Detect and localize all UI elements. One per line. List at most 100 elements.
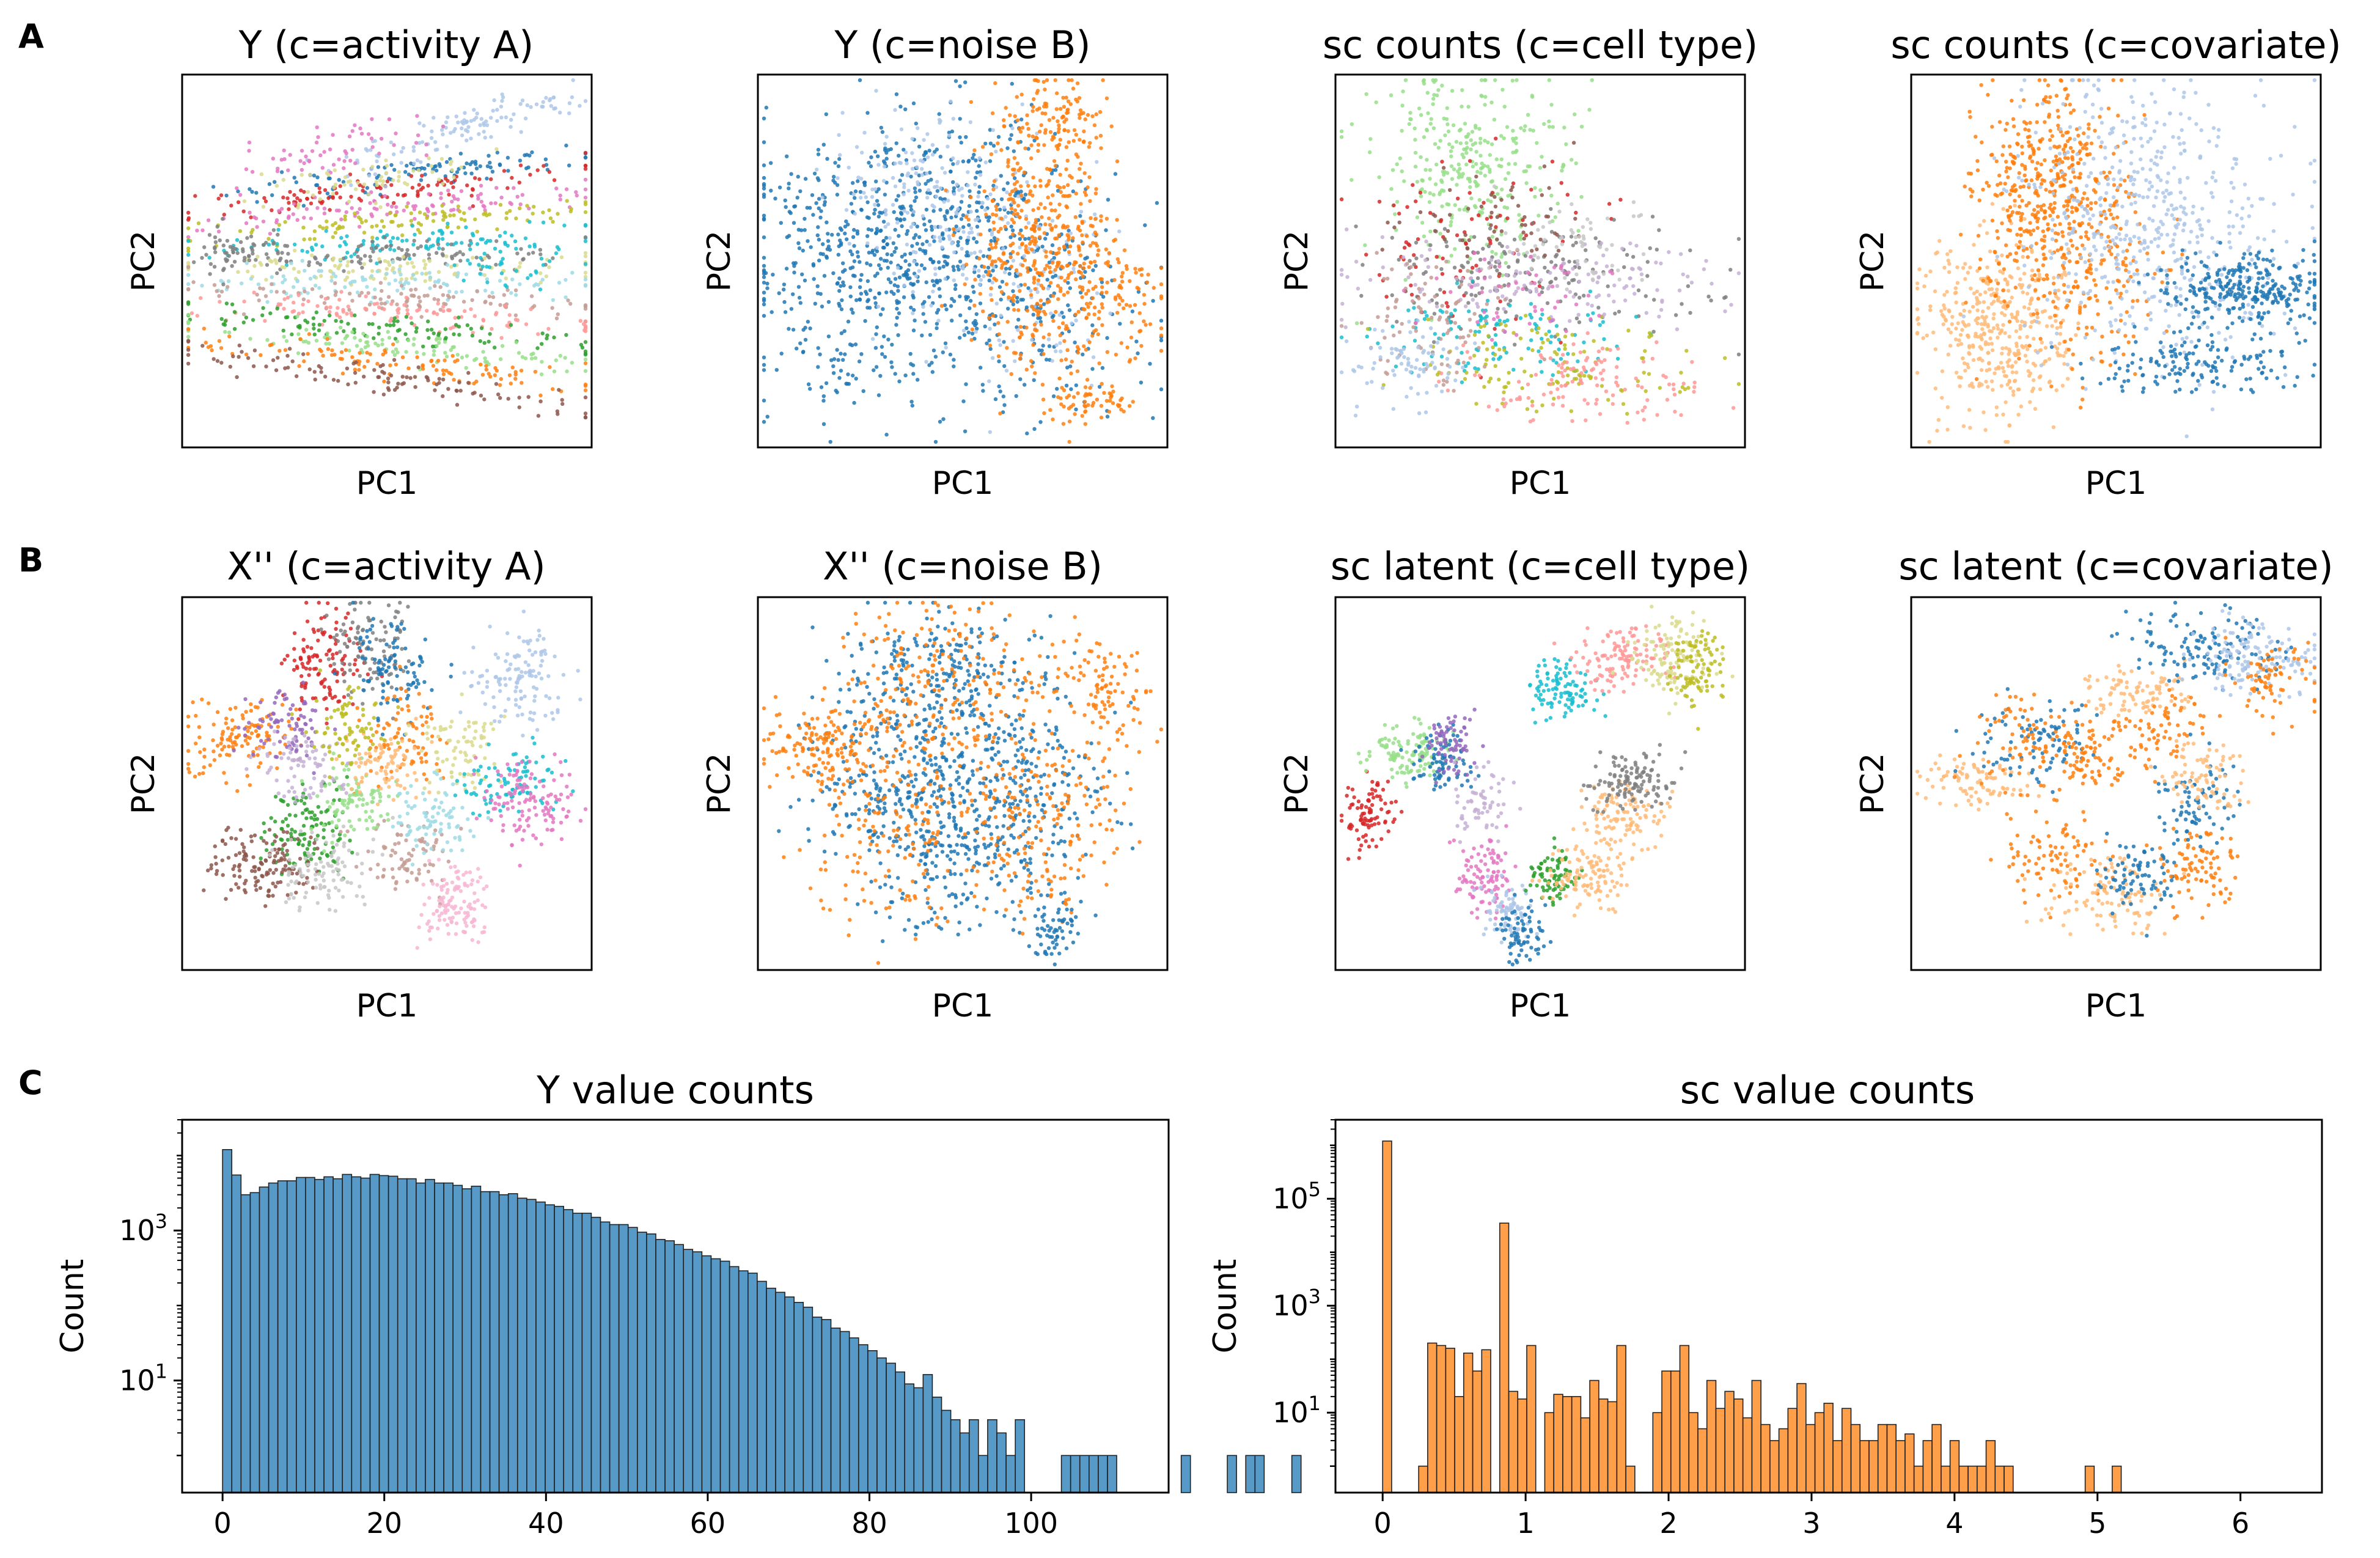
scatter-point	[1095, 291, 1100, 295]
scatter-point	[457, 380, 461, 384]
scatter-point	[1120, 298, 1125, 303]
scatter-point	[254, 191, 259, 195]
scatter-point	[252, 290, 256, 295]
scatter-point	[583, 411, 588, 416]
scatter-point	[938, 186, 942, 191]
scatter-point	[1097, 309, 1101, 314]
scatter-point	[583, 340, 588, 344]
scatter-point	[1440, 188, 1444, 193]
scatter-point	[1557, 347, 1561, 351]
scatter-point	[337, 298, 342, 302]
scatter-point	[457, 333, 461, 337]
scatter-point	[499, 336, 504, 340]
scatter-point	[346, 304, 350, 309]
scatter-point	[398, 257, 402, 262]
scatter-point	[1386, 276, 1390, 281]
scatter-point	[288, 294, 293, 298]
scatter-point	[1018, 325, 1023, 329]
scatter-point	[1505, 244, 1510, 249]
scatter-point	[383, 235, 387, 240]
scatter-point	[887, 236, 892, 240]
scatter-point	[492, 98, 496, 103]
scatter-point	[855, 232, 860, 236]
scatter-point	[1011, 302, 1016, 307]
scatter-point	[186, 235, 191, 240]
scatter-point	[449, 181, 454, 185]
scatter-point	[1454, 139, 1459, 144]
scatter-point	[1376, 341, 1380, 345]
scatter-point	[945, 262, 949, 266]
scatter-point	[1569, 235, 1574, 239]
scatter-point	[282, 148, 286, 153]
scatter-point	[186, 287, 191, 292]
scatter-point	[893, 161, 897, 166]
scatter-point	[539, 257, 544, 261]
scatter-point	[296, 325, 301, 329]
scatter-point	[1059, 189, 1063, 194]
scatter-point	[1686, 274, 1690, 279]
scatter-point	[1664, 375, 1668, 380]
scatter-point	[1736, 237, 1741, 241]
scatter-point	[564, 295, 568, 299]
scatter-point	[1469, 196, 1474, 200]
scatter-point	[423, 172, 427, 177]
scatter-point	[428, 275, 433, 280]
scatter-point	[796, 285, 801, 289]
scatter-point	[1012, 351, 1016, 355]
scatter-point	[288, 153, 292, 157]
scatter-point	[457, 209, 462, 213]
scatter-point	[523, 356, 528, 361]
scatter-point	[491, 109, 495, 113]
scatter-point	[914, 195, 919, 200]
scatter-point	[1538, 188, 1543, 193]
scatter-point	[1087, 175, 1092, 180]
scatter-point	[1488, 153, 1492, 157]
scatter-point	[247, 254, 251, 258]
scatter-point	[334, 290, 339, 294]
scatter-point	[1024, 325, 1029, 330]
scatter-point	[289, 261, 293, 265]
scatter-point	[331, 271, 336, 276]
scatter-point	[951, 117, 956, 121]
scatter-point	[970, 331, 975, 336]
scatter-point	[902, 192, 906, 197]
scatter-point	[424, 142, 428, 147]
scatter-point	[996, 354, 1001, 358]
scatter-point	[817, 197, 821, 201]
scatter-point	[345, 312, 349, 316]
scatter-point	[951, 156, 955, 161]
scatter-point	[952, 278, 957, 282]
scatter-point	[525, 103, 529, 108]
scatter-point	[1133, 356, 1137, 361]
scatter-point	[1104, 228, 1108, 232]
scatter-point	[389, 140, 393, 145]
scatter-point	[1472, 235, 1477, 239]
scatter-point	[1046, 337, 1051, 342]
scatter-point	[517, 395, 521, 400]
scatter-point	[927, 188, 931, 193]
scatter-point	[460, 133, 465, 138]
scatter-point	[1119, 285, 1123, 290]
scatter-point	[1563, 343, 1567, 347]
scatter-point	[559, 255, 564, 259]
scatter-point	[449, 242, 454, 246]
scatter-point	[822, 274, 827, 278]
scatter-point	[1475, 169, 1480, 174]
scatter-point	[336, 306, 340, 310]
scatter-point	[271, 156, 275, 161]
scatter-point	[815, 284, 820, 288]
scatter-point	[548, 97, 553, 101]
scatter-point	[873, 301, 878, 306]
scatter-point	[899, 127, 904, 131]
scatter-point	[479, 199, 483, 204]
scatter-point	[1044, 254, 1048, 259]
scatter-point	[1090, 323, 1095, 328]
scatter-point	[1511, 367, 1516, 372]
scatter-point	[928, 333, 933, 337]
scatter-point	[1494, 252, 1498, 256]
scatter-point	[479, 362, 483, 367]
scatter-point	[1063, 326, 1068, 331]
scatter-point	[1428, 122, 1433, 126]
scatter-point	[1099, 219, 1103, 223]
scatter-point	[338, 315, 342, 320]
